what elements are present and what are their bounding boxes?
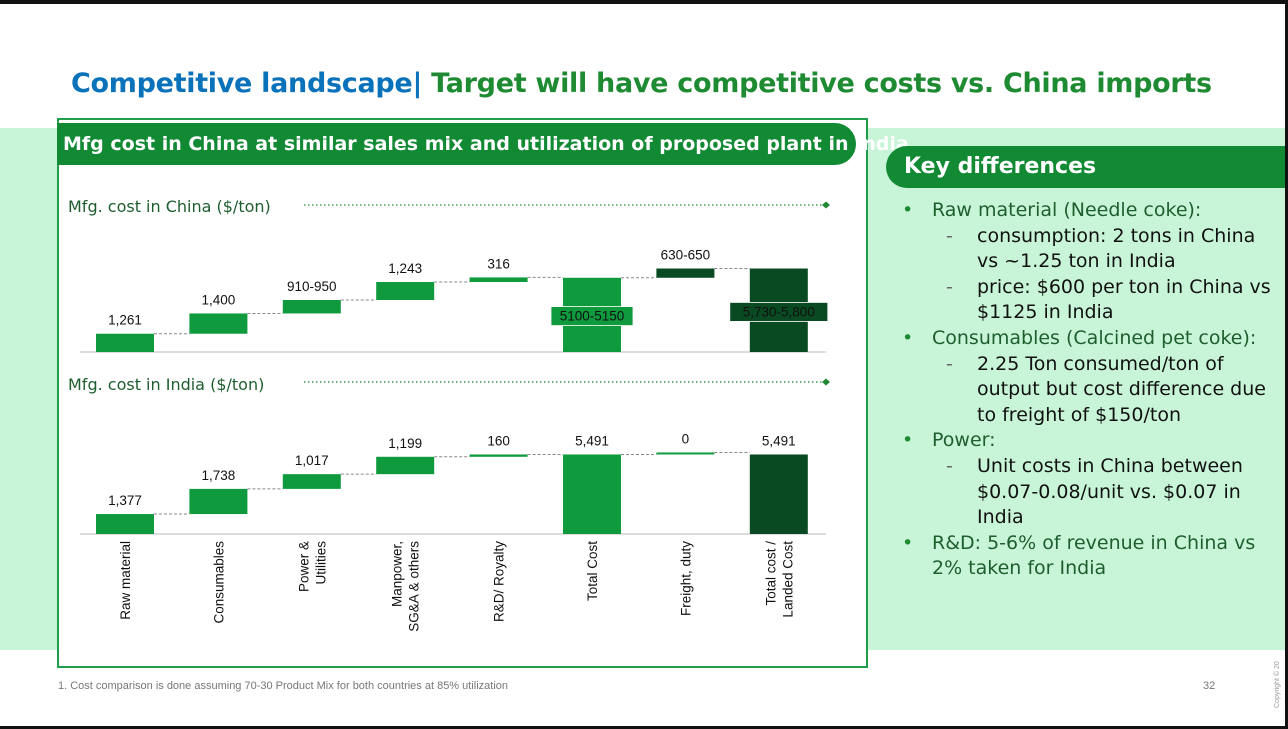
value-label: 0 [682, 431, 690, 446]
copyright-notice: Copyright © 20 [1274, 661, 1281, 708]
category-label: Raw material [118, 541, 133, 620]
key-difference-subtext: Unit costs in China between $0.07-0.08/u… [977, 454, 1243, 529]
title-separator: | [412, 68, 422, 99]
key-difference-item: • R&D: 5-6% of revenue in China vs 2% tak… [900, 531, 1280, 582]
category-label: SG&A & others [407, 541, 422, 632]
key-difference-subitem: - price: $600 per ton in China vs $1125 i… [900, 275, 1280, 326]
key-difference-text: Consumables (Calcined pet coke): [932, 326, 1257, 349]
key-differences-header: Key differences [886, 146, 1286, 188]
title-part1: Competitive landscape [71, 68, 413, 99]
category-label: Total cost / [763, 541, 778, 606]
value-label: 5100-5150 [560, 309, 625, 324]
page-number: 32 [1203, 680, 1216, 692]
diamond-marker-icon [822, 378, 830, 386]
category-label: Total Cost [585, 541, 600, 601]
value-label: 1,243 [388, 261, 422, 276]
category-label: Landed Cost [780, 541, 795, 618]
dash-icon: - [946, 454, 953, 477]
category-label: Freight, duty [678, 541, 693, 616]
key-difference-text: Power: [932, 429, 996, 452]
chart-panel [57, 118, 868, 668]
key-difference-subitem: - Unit costs in China between $0.07-0.08/… [900, 454, 1280, 531]
right-border [1285, 0, 1288, 729]
bullet-icon: • [902, 326, 914, 349]
bullet-icon: • [902, 199, 914, 221]
key-difference-item: • Raw material (Needle coke): [900, 198, 1280, 224]
title-part2: Target will have competitive costs vs. C… [431, 68, 1212, 99]
value-label: 5,730-5,800 [743, 304, 815, 319]
key-difference-subtext: 2.25 Ton consumed/ton of output but cost… [977, 352, 1266, 426]
key-difference-subtext: price: $600 per ton in China vs $1125 in… [977, 275, 1271, 324]
value-label: 910-950 [287, 279, 337, 294]
value-label: 160 [487, 433, 510, 448]
waterfall-bar [656, 452, 715, 455]
waterfall-bar [96, 514, 154, 534]
category-label: Consumables [211, 541, 226, 624]
value-label-box [550, 306, 634, 326]
key-difference-subitem: - consumption: 2 tons in China vs ~1.25 t… [900, 224, 1280, 275]
value-label: 630-650 [661, 248, 711, 263]
waterfall-bar [376, 281, 435, 300]
waterfall-bar [189, 313, 248, 334]
key-difference-text: Raw material (Needle coke): [932, 199, 1202, 221]
key-differences-list: • Raw material (Needle coke): - consumption… [900, 198, 1280, 582]
key-difference-text: R&D: 5-6% of revenue in China vs 2% take… [932, 531, 1256, 580]
dash-icon: - [946, 224, 953, 247]
footnote: 1. Cost comparison is done assuming 70-3… [58, 680, 509, 692]
chart-panel-header: Mfg cost in China at similar sales mix a… [57, 123, 909, 165]
waterfall-bar [469, 277, 528, 282]
key-difference-item: • Consumables (Calcined pet coke): [900, 326, 1280, 352]
key-difference-subitem: - 2.25 Ton consumed/ton of output but cos… [900, 352, 1280, 429]
waterfall-bar [189, 488, 248, 515]
key-difference-item: • Power: [900, 428, 1280, 454]
value-label: 1,199 [388, 436, 422, 451]
value-label: 5,491 [762, 433, 796, 448]
waterfall-bar [749, 454, 808, 534]
waterfall-bar [282, 299, 341, 314]
bullet-icon: • [902, 429, 914, 452]
bullet-icon: • [902, 531, 914, 554]
value-label: 1,400 [202, 292, 236, 307]
category-label: Utilities [313, 541, 328, 585]
category-label: R&D/ Royalty [492, 541, 507, 622]
top-border [0, 0, 1288, 4]
chart-subtitle: Mfg. cost in India ($/ton) [68, 375, 264, 394]
value-label: 1,261 [108, 313, 142, 328]
value-label-box [729, 302, 829, 322]
chart-subtitle: Mfg. cost in China ($/ton) [68, 197, 271, 216]
waterfall-bar [282, 474, 341, 489]
waterfall-bar [656, 268, 715, 278]
bottom-border [0, 726, 1288, 729]
waterfall-bar [376, 456, 435, 475]
diamond-marker-icon [822, 201, 830, 209]
page-title: Competitive landscape| Target will have … [71, 68, 1212, 99]
value-label: 1,738 [202, 468, 236, 483]
dash-icon: - [946, 275, 953, 298]
waterfall-bar [469, 454, 528, 457]
value-label: 5,491 [575, 433, 609, 448]
value-label: 316 [487, 256, 510, 271]
category-label: Manpower, [390, 541, 405, 607]
value-label: 1,377 [108, 493, 142, 508]
category-label: Power & [296, 541, 311, 592]
key-difference-subtext: consumption: 2 tons in China vs ~1.25 to… [977, 224, 1256, 273]
waterfall-bar [96, 333, 154, 352]
waterfall-bar [563, 454, 621, 534]
dash-icon: - [946, 352, 953, 375]
value-label: 1,017 [295, 453, 329, 468]
